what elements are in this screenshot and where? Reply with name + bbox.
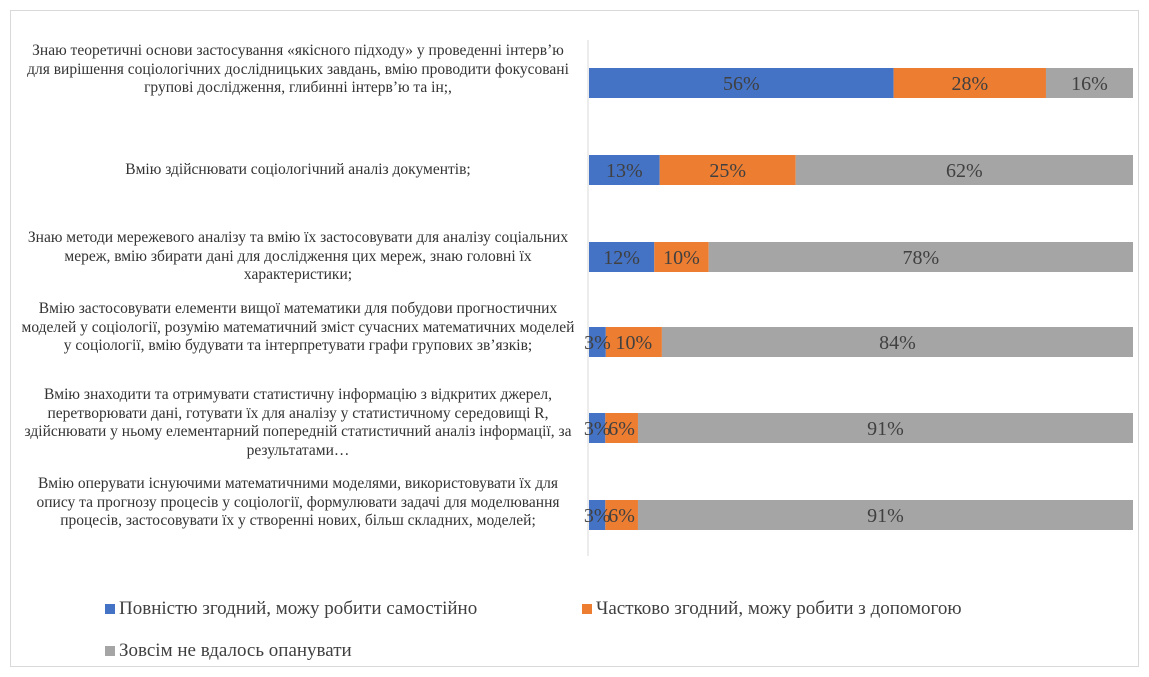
bar-blue-row-3 [589,242,655,272]
bar-orange-row-4 [605,327,662,357]
bar-gray-row-1 [1045,68,1133,98]
data-label-orange-row-1: 28% [951,73,988,95]
data-label-orange-row-2: 25% [709,160,746,182]
bar-blue-row-2 [589,155,660,185]
bar-gray-row-5 [637,413,1133,443]
data-label-blue-row-5: 3% [584,418,611,440]
category-label-1: Знаю теоретичні основи застосування «які… [27,42,569,96]
legend-label-series-3: Зовсім не вдалось опанувати [119,640,352,661]
bar-blue-row-5 [589,413,606,443]
data-label-orange-row-5: 6% [608,418,635,440]
bar-orange-row-6 [605,500,638,530]
data-label-gray-row-1: 16% [1071,73,1108,95]
bar-gray-row-3 [708,242,1133,272]
legend-label-series-1: Повністю згодний, можу робити самостійно [119,598,478,619]
category-label-2: Вмію здійснювати соціологічний аналіз до… [125,161,471,178]
legend-swatch-gray [105,646,115,656]
bar-blue-row-4 [589,327,606,357]
bar-orange-row-3 [654,242,709,272]
legend-swatch-orange [582,604,592,614]
data-label-blue-row-2: 13% [606,160,643,182]
bars-group [589,68,1133,530]
legend-label-series-2: Частково згодний, можу робити з допомого… [596,598,962,619]
data-label-gray-row-3: 78% [903,247,940,269]
data-label-blue-row-3: 12% [603,247,640,269]
legend-swatch-blue [105,604,115,614]
category-label-5: Вмію знаходити та отримувати статистичну… [24,386,572,459]
bar-gray-row-6 [637,500,1133,530]
data-label-orange-row-3: 10% [663,247,700,269]
data-label-blue-row-6: 3% [584,505,611,527]
bar-orange-row-2 [659,155,796,185]
data-label-orange-row-6: 6% [608,505,635,527]
bar-blue-row-1 [589,68,894,98]
data-label-orange-row-4: 10% [616,332,653,354]
data-label-blue-row-1: 56% [723,73,760,95]
data-label-blue-row-4: 3% [584,332,611,354]
category-label-3: Знаю методи мережевого аналізу та вмію ї… [27,229,569,283]
bar-orange-row-1 [893,68,1046,98]
data-label-gray-row-2: 62% [946,160,983,182]
bar-gray-row-4 [661,327,1133,357]
bar-gray-row-2 [795,155,1133,185]
category-label-6: Вмію оперувати існуючими математичними м… [36,475,560,529]
legend-item-series-3: Зовсім не вдалось опанувати [105,640,352,662]
data-label-gray-row-5: 91% [867,418,904,440]
legend-item-series-2: Частково згодний, можу робити з допомого… [582,598,962,620]
category-label-4: Вмію застосовувати елементи вищої матема… [21,300,575,354]
bar-blue-row-6 [589,500,606,530]
data-labels-group: 56% 28% 16%13% 25% 62%12% 10% 78%3% 10% 84%3%6% 9… [584,73,1108,527]
data-label-gray-row-6: 91% [867,505,904,527]
data-label-gray-row-4: 84% [879,332,916,354]
bar-orange-row-5 [605,413,638,443]
legend-item-series-1: Повністю згодний, можу робити самостійно [105,598,477,620]
